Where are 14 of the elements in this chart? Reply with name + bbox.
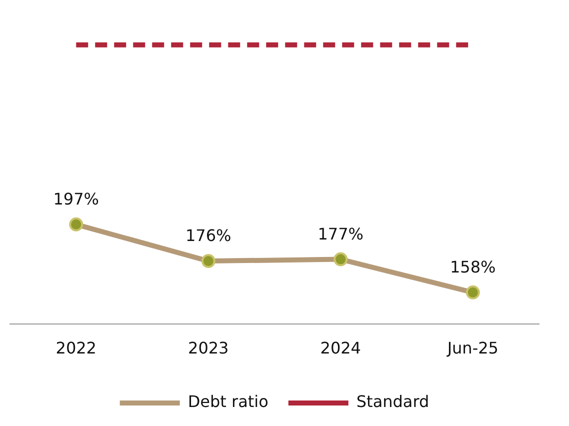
point: [201, 254, 216, 268]
legend-label: Debt ratio: [188, 392, 268, 412]
point: [334, 252, 348, 266]
point: [69, 217, 84, 232]
x-tick-label: 2024: [320, 338, 361, 358]
data-label: 177%: [318, 224, 364, 244]
x-tick-label: 2023: [188, 338, 229, 358]
data-label: 176%: [186, 226, 232, 246]
x-tick-label: 2022: [56, 338, 96, 358]
point: [466, 285, 480, 300]
data-label: 158%: [450, 258, 496, 277]
data-label: 197%: [53, 190, 99, 209]
x-tick-label: Jun-25: [446, 338, 498, 358]
legend-label: Standard: [356, 392, 430, 412]
